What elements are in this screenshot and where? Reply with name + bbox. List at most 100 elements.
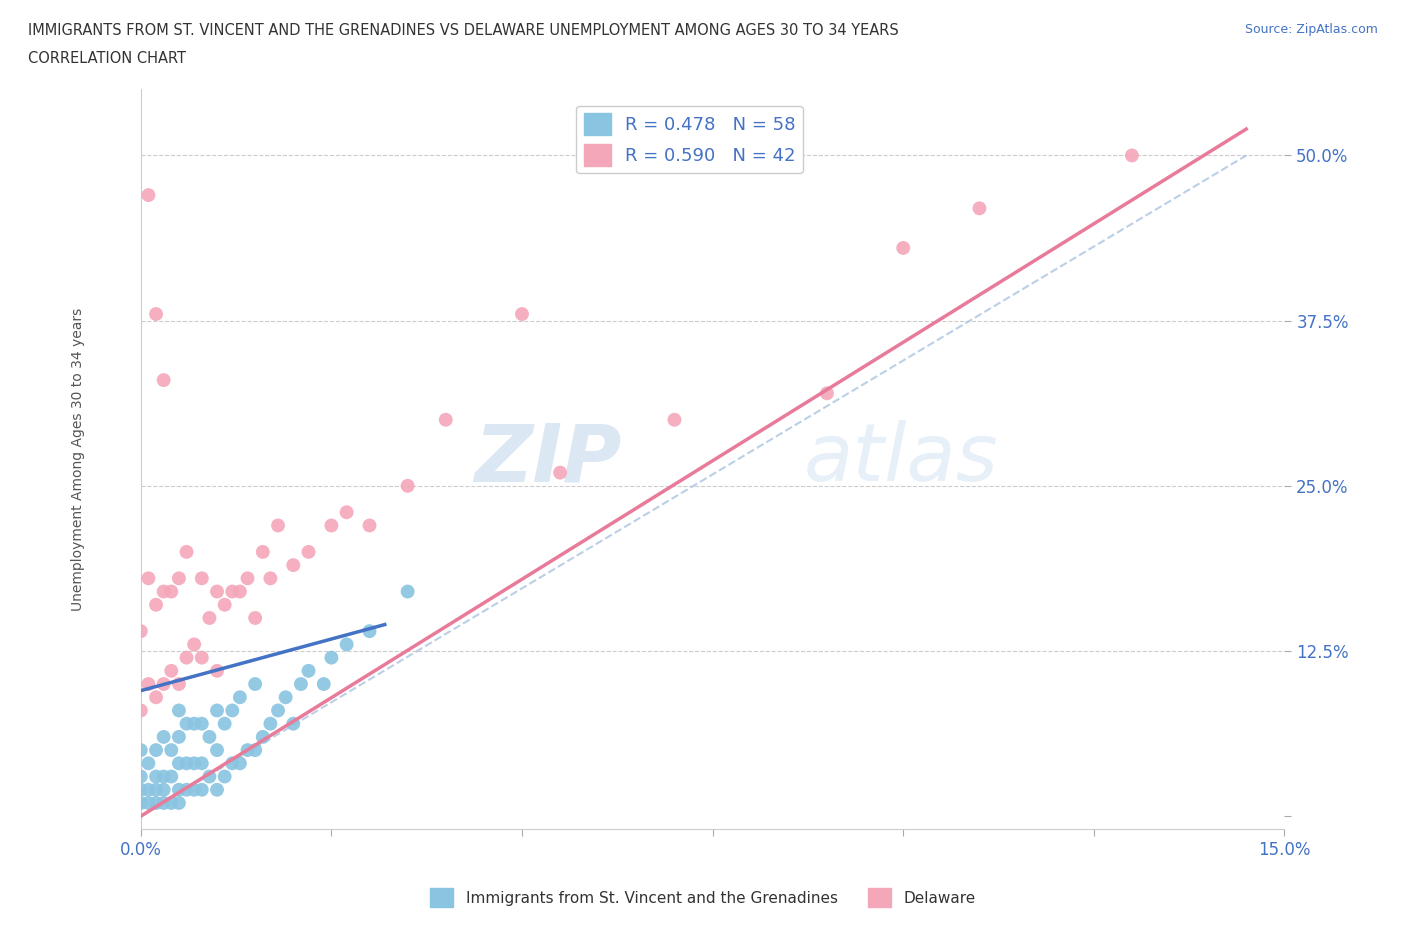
Point <box>252 729 274 744</box>
Point <box>274 690 297 705</box>
Point <box>167 795 190 810</box>
Point <box>183 716 205 731</box>
Point <box>969 201 991 216</box>
Point <box>297 663 319 678</box>
Point <box>548 465 571 480</box>
Point <box>205 703 228 718</box>
Point <box>138 571 160 586</box>
Point <box>145 782 167 797</box>
Point <box>191 756 214 771</box>
Y-axis label: Unemployment Among Ages 30 to 34 years: Unemployment Among Ages 30 to 34 years <box>72 308 86 611</box>
Point <box>297 544 319 559</box>
Point <box>236 743 259 758</box>
Point <box>152 782 174 797</box>
Point <box>160 743 183 758</box>
Point <box>396 584 419 599</box>
Point <box>145 597 167 612</box>
Point <box>160 584 183 599</box>
Point <box>176 716 198 731</box>
Point <box>312 677 335 692</box>
Point <box>229 584 252 599</box>
Point <box>176 650 198 665</box>
Point <box>283 558 305 573</box>
Point <box>183 637 205 652</box>
Point <box>167 703 190 718</box>
Point <box>236 571 259 586</box>
Point <box>229 756 252 771</box>
Point <box>283 716 305 731</box>
Point <box>152 729 174 744</box>
Point <box>176 782 198 797</box>
Point <box>152 795 174 810</box>
Point <box>176 544 198 559</box>
Point <box>160 769 183 784</box>
Point <box>138 782 160 797</box>
Point <box>359 624 381 639</box>
Point <box>664 412 686 427</box>
Point <box>221 584 243 599</box>
Point <box>145 769 167 784</box>
Point <box>336 505 359 520</box>
Point <box>434 412 457 427</box>
Text: CORRELATION CHART: CORRELATION CHART <box>28 51 186 66</box>
Point <box>145 690 167 705</box>
Point <box>152 769 174 784</box>
Point <box>160 663 183 678</box>
Point <box>259 716 281 731</box>
Point <box>321 650 343 665</box>
Point <box>138 188 160 203</box>
Point <box>129 624 152 639</box>
Point <box>167 571 190 586</box>
Point <box>252 544 274 559</box>
Point <box>138 756 160 771</box>
Point <box>891 241 914 256</box>
Point <box>152 584 174 599</box>
Point <box>205 743 228 758</box>
Point <box>267 703 290 718</box>
Point <box>129 795 152 810</box>
Point <box>167 677 190 692</box>
Point <box>129 703 152 718</box>
Point <box>1121 148 1143 163</box>
Point <box>129 769 152 784</box>
Legend: R = 0.478   N = 58, R = 0.590   N = 42: R = 0.478 N = 58, R = 0.590 N = 42 <box>576 106 803 173</box>
Point <box>145 307 167 322</box>
Point <box>167 729 190 744</box>
Point <box>183 782 205 797</box>
Point <box>336 637 359 652</box>
Point <box>359 518 381 533</box>
Point <box>205 663 228 678</box>
Point <box>198 769 221 784</box>
Point <box>167 782 190 797</box>
Point <box>191 650 214 665</box>
Point <box>191 716 214 731</box>
Point <box>191 782 214 797</box>
Point <box>129 782 152 797</box>
Point <box>191 571 214 586</box>
Text: atlas: atlas <box>804 420 998 498</box>
Point <box>214 769 236 784</box>
Point <box>290 677 312 692</box>
Point <box>198 610 221 625</box>
Point <box>176 756 198 771</box>
Point <box>145 795 167 810</box>
Point <box>259 571 281 586</box>
Point <box>205 584 228 599</box>
Point <box>205 782 228 797</box>
Point <box>243 743 266 758</box>
Point <box>221 703 243 718</box>
Point <box>183 756 205 771</box>
Point <box>152 373 174 388</box>
Point <box>229 690 252 705</box>
Point <box>267 518 290 533</box>
Point <box>167 756 190 771</box>
Point <box>321 518 343 533</box>
Point <box>396 478 419 493</box>
Point <box>221 756 243 771</box>
Point <box>243 677 266 692</box>
Point <box>214 716 236 731</box>
Point <box>145 743 167 758</box>
Point <box>129 743 152 758</box>
Point <box>152 677 174 692</box>
Point <box>243 610 266 625</box>
